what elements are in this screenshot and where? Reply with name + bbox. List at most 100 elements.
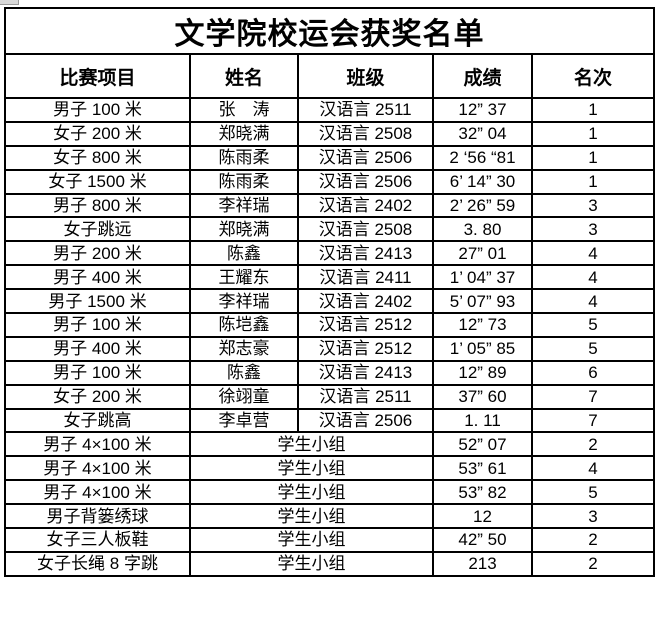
cell-name: 陈鑫 <box>189 240 299 267</box>
cell-rank: 5 <box>530 479 656 506</box>
cell-result: 32” 04 <box>432 120 533 147</box>
cell-rank: 4 <box>530 288 656 315</box>
cell-group: 学生小组 <box>189 455 434 482</box>
cell-rank: 2 <box>530 527 656 553</box>
cell-name: 陈雨柔 <box>189 168 299 195</box>
award-list-table: 文学院校运会获奖名单 比赛项目 姓名 班级 成绩 名次 男子 100 米张 涛汉… <box>3 7 656 577</box>
cell-rank: 5 <box>530 335 656 362</box>
cell-event: 男子 100 米 <box>4 97 191 123</box>
table-row: 女子跳高 李卓营 汉语言 2506 1. 11 7 <box>4 407 656 434</box>
table-row: 男子 100 米张 涛汉语言 2511 12” 37 1 <box>4 97 656 123</box>
cell-class: 汉语言 2402 <box>297 192 434 219</box>
cell-name: 郑志豪 <box>189 335 299 362</box>
cell-event: 男子 200 米 <box>4 240 191 267</box>
cell-result: 3. 80 <box>432 216 533 243</box>
cell-result: 213 <box>432 550 533 577</box>
cell-class: 汉语言 2413 <box>297 359 434 386</box>
cell-event: 男子 4×100 米 <box>4 455 191 482</box>
cell-rank: 1 <box>530 120 656 147</box>
cell-result: 12 <box>432 503 533 530</box>
cell-event: 女子三人板鞋 <box>4 527 191 553</box>
cell-result: 5’ 07” 93 <box>432 288 533 315</box>
cell-class: 汉语言 2411 <box>297 264 434 291</box>
cell-event: 男子 400 米 <box>4 335 191 362</box>
title-row: 文学院校运会获奖名单 <box>3 7 656 55</box>
cell-name: 陈雨柔 <box>189 144 299 171</box>
cell-result: 27” 01 <box>432 240 533 267</box>
table-row: 男子 1500 米李祥瑞 汉语言 2402 5’ 07” 93 4 <box>4 288 656 315</box>
table-row: 男子 400 米郑志豪 汉语言 2512 1’ 05” 85 5 <box>4 335 656 362</box>
column-header-name: 姓名 <box>189 53 299 99</box>
column-header-event: 比赛项目 <box>4 53 191 99</box>
cell-name: 郑晓满 <box>189 120 299 147</box>
table-row: 男子 4×100 米学生小组 53” 82 5 <box>4 479 656 506</box>
cell-class: 汉语言 2512 <box>297 312 434 338</box>
header-row: 比赛项目 姓名 班级 成绩 名次 <box>4 53 656 99</box>
cell-rank: 2 <box>530 431 656 458</box>
cell-result: 12” 89 <box>432 359 533 386</box>
table-row: 男子 200 米陈鑫 汉语言 2413 27” 01 4 <box>4 240 656 267</box>
cell-class: 汉语言 2413 <box>297 240 434 267</box>
cell-result: 12” 37 <box>432 97 533 123</box>
table-row: 男子 4×100 米学生小组 52” 07 2 <box>4 431 656 458</box>
page-title: 文学院校运会获奖名单 <box>3 7 656 55</box>
table-row: 女子 200 米郑晓满 汉语言 2508 32” 04 1 <box>4 120 656 147</box>
table-row: 女子 200 米徐翊童 汉语言 2511 37” 60 7 <box>4 383 656 410</box>
cell-name: 陈垲鑫 <box>189 312 299 338</box>
cell-result: 52” 07 <box>432 431 533 458</box>
cell-event: 男子背篓绣球 <box>4 503 191 530</box>
table-row: 女子长绳 8 字跳 学生小组 213 2 <box>4 550 656 577</box>
cell-event: 男子 800 米 <box>4 192 191 219</box>
cell-class: 汉语言 2508 <box>297 216 434 243</box>
cell-event: 女子长绳 8 字跳 <box>4 550 191 577</box>
cell-class: 汉语言 2506 <box>297 144 434 171</box>
cell-result: 42” 50 <box>432 527 533 553</box>
cell-rank: 2 <box>530 550 656 577</box>
cell-result: 1. 11 <box>432 407 533 434</box>
cell-event: 男子 100 米 <box>4 359 191 386</box>
cell-event: 男子 4×100 米 <box>4 479 191 506</box>
table-handle-artifact <box>0 0 19 5</box>
cell-class: 汉语言 2512 <box>297 335 434 362</box>
cell-group: 学生小组 <box>189 503 434 530</box>
cell-rank: 4 <box>530 240 656 267</box>
table-row: 男子 4×100 米学生小组 53” 61 4 <box>4 455 656 482</box>
table-row: 男子 800 米李祥瑞 汉语言 2402 2’ 26” 59 3 <box>4 192 656 219</box>
cell-rank: 3 <box>530 216 656 243</box>
cell-rank: 6 <box>530 359 656 386</box>
cell-group: 学生小组 <box>189 527 434 553</box>
cell-result: 53” 82 <box>432 479 533 506</box>
cell-result: 2’ 26” 59 <box>432 192 533 219</box>
table-row: 女子 1500 米陈雨柔 汉语言 2506 6’ 14” 30 1 <box>4 168 656 195</box>
cell-result: 1’ 04” 37 <box>432 264 533 291</box>
cell-event: 女子 200 米 <box>4 120 191 147</box>
cell-class: 汉语言 2508 <box>297 120 434 147</box>
cell-group: 学生小组 <box>189 431 434 458</box>
table-row: 男子 400 米王耀东 汉语言 2411 1’ 04” 37 4 <box>4 264 656 291</box>
cell-group: 学生小组 <box>189 550 434 577</box>
cell-event: 女子 1500 米 <box>4 168 191 195</box>
table-row: 女子跳远 郑晓满 汉语言 2508 3. 80 3 <box>4 216 656 243</box>
cell-result: 37” 60 <box>432 383 533 410</box>
cell-rank: 1 <box>530 168 656 195</box>
cell-rank: 4 <box>530 455 656 482</box>
cell-rank: 5 <box>530 312 656 338</box>
table-row: 男子背篓绣球 学生小组 12 3 <box>4 503 656 530</box>
cell-event: 男子 400 米 <box>4 264 191 291</box>
cell-rank: 1 <box>530 144 656 171</box>
cell-class: 汉语言 2511 <box>297 97 434 123</box>
table-row: 女子三人板鞋 学生小组 42” 50 2 <box>4 527 656 553</box>
cell-name: 张 涛 <box>189 97 299 123</box>
cell-name: 徐翊童 <box>189 383 299 410</box>
column-header-result: 成绩 <box>432 53 533 99</box>
cell-result: 12” 73 <box>432 312 533 338</box>
cell-event: 女子跳远 <box>4 216 191 243</box>
cell-result: 2 ‘56 “81 <box>432 144 533 171</box>
cell-rank: 7 <box>530 383 656 410</box>
cell-event: 男子 1500 米 <box>4 288 191 315</box>
cell-name: 李卓营 <box>189 407 299 434</box>
cell-result: 6’ 14” 30 <box>432 168 533 195</box>
cell-event: 女子 200 米 <box>4 383 191 410</box>
cell-rank: 7 <box>530 407 656 434</box>
cell-event: 男子 100 米 <box>4 312 191 338</box>
